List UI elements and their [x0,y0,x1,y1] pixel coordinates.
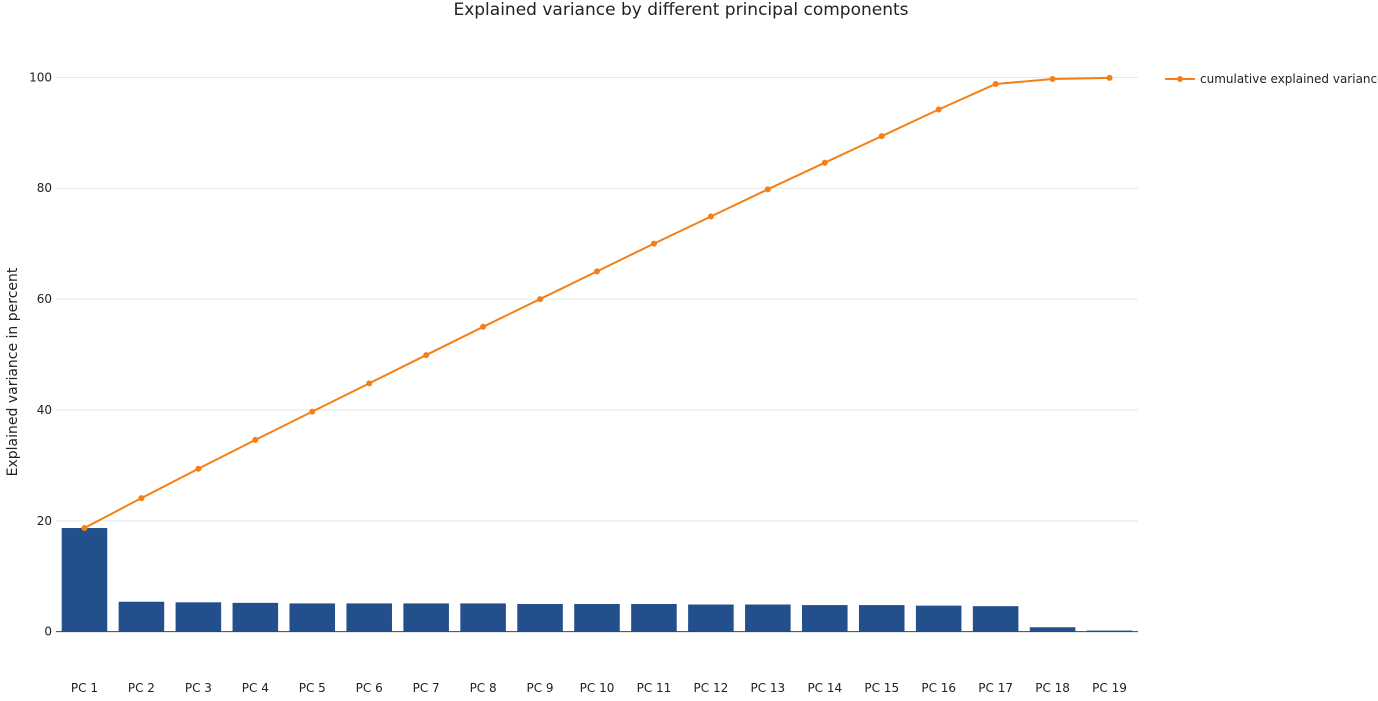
x-tick-label-pc-7: PC 7 [413,681,440,695]
legend-swatch-marker [1177,76,1183,82]
x-tick-label-pc-12: PC 12 [694,681,729,695]
x-tick-label-pc-10: PC 10 [580,681,615,695]
x-tick-labels: PC 1 PC 2 PC 3 PC 4 PC 5 PC 6 PC 7 PC 8 PC 9 PC 1… [71,681,1127,695]
bar-pc-17 [972,606,1019,632]
bar-pc-2 [118,601,165,632]
bar-pc-7 [403,603,449,632]
bar-pc-12 [688,604,734,632]
bar-pc-9 [517,603,563,632]
cumulative-point-pc-1 [81,525,88,532]
chart-title: Explained variance by different principa… [453,0,908,20]
bar-series [61,528,1133,632]
bar-pc-14 [802,605,848,632]
bar-pc-6 [346,603,392,632]
legend[interactable]: cumulative explained variance [1165,72,1378,86]
y-tick-label-80: 80 [37,181,52,195]
cumulative-point-pc-13 [764,186,771,193]
legend-label: cumulative explained variance [1200,72,1378,86]
x-tick-label-pc-4: PC 4 [242,681,269,695]
cumulative-point-pc-4 [252,436,259,443]
x-tick-label-pc-9: PC 9 [527,681,554,695]
x-tick-label-pc-16: PC 16 [921,681,956,695]
cumulative-point-pc-9 [537,296,544,303]
bar-pc-11 [631,603,677,632]
bar-pc-5 [289,603,336,632]
bar-pc-8 [460,603,506,632]
cumulative-point-pc-5 [309,408,316,415]
cumulative-point-pc-12 [707,213,714,220]
bar-pc-18 [1029,627,1076,632]
bar-pc-4 [232,602,279,632]
bar-pc-13 [745,604,791,632]
x-tick-label-pc-17: PC 17 [978,681,1013,695]
x-tick-label-pc-6: PC 6 [356,681,383,695]
cumulative-point-pc-8 [480,323,487,330]
y-tick-label-0: 0 [44,625,52,639]
gridlines [56,76,1138,522]
y-tick-labels: 0 20 40 60 80 100 [29,70,52,638]
cumulative-line-series [81,74,1113,532]
cumulative-point-pc-6 [366,380,373,387]
x-tick-label-pc-1: PC 1 [71,681,98,695]
cumulative-point-pc-2 [138,495,145,502]
bar-pc-15 [858,605,905,632]
x-tick-label-pc-14: PC 14 [807,681,842,695]
cumulative-line [84,76,1110,529]
cumulative-point-pc-19 [1106,74,1113,81]
bar-pc-16 [915,605,962,632]
cumulative-point-pc-15 [878,133,885,140]
x-tick-label-pc-19: PC 19 [1092,681,1127,695]
x-tick-label-pc-13: PC 13 [750,681,785,695]
cumulative-point-pc-17 [992,80,999,87]
x-tick-label-pc-11: PC 11 [637,681,672,695]
x-tick-label-pc-8: PC 8 [470,681,497,695]
cumulative-point-pc-16 [935,106,942,113]
y-tick-label-60: 60 [37,292,52,306]
bar-pc-1 [61,528,108,632]
x-tick-label-pc-3: PC 3 [185,681,212,695]
y-tick-label-100: 100 [29,70,52,84]
x-tick-label-pc-18: PC 18 [1035,681,1070,695]
y-axis-title: Explained variance in percent [5,267,21,476]
x-tick-label-pc-2: PC 2 [128,681,155,695]
cumulative-point-pc-14 [821,159,828,166]
cumulative-point-pc-10 [594,268,600,275]
bar-pc-10 [574,603,620,632]
cumulative-point-pc-7 [423,352,430,359]
cumulative-point-pc-18 [1049,76,1056,83]
cumulative-point-pc-11 [650,240,657,247]
y-tick-label-40: 40 [37,403,52,417]
bar-pc-19 [1086,630,1133,632]
y-tick-label-20: 20 [37,514,52,528]
x-tick-label-pc-5: PC 5 [299,681,326,695]
cumulative-point-pc-3 [195,465,202,472]
bar-pc-3 [175,602,222,632]
x-tick-label-pc-15: PC 15 [864,681,899,695]
